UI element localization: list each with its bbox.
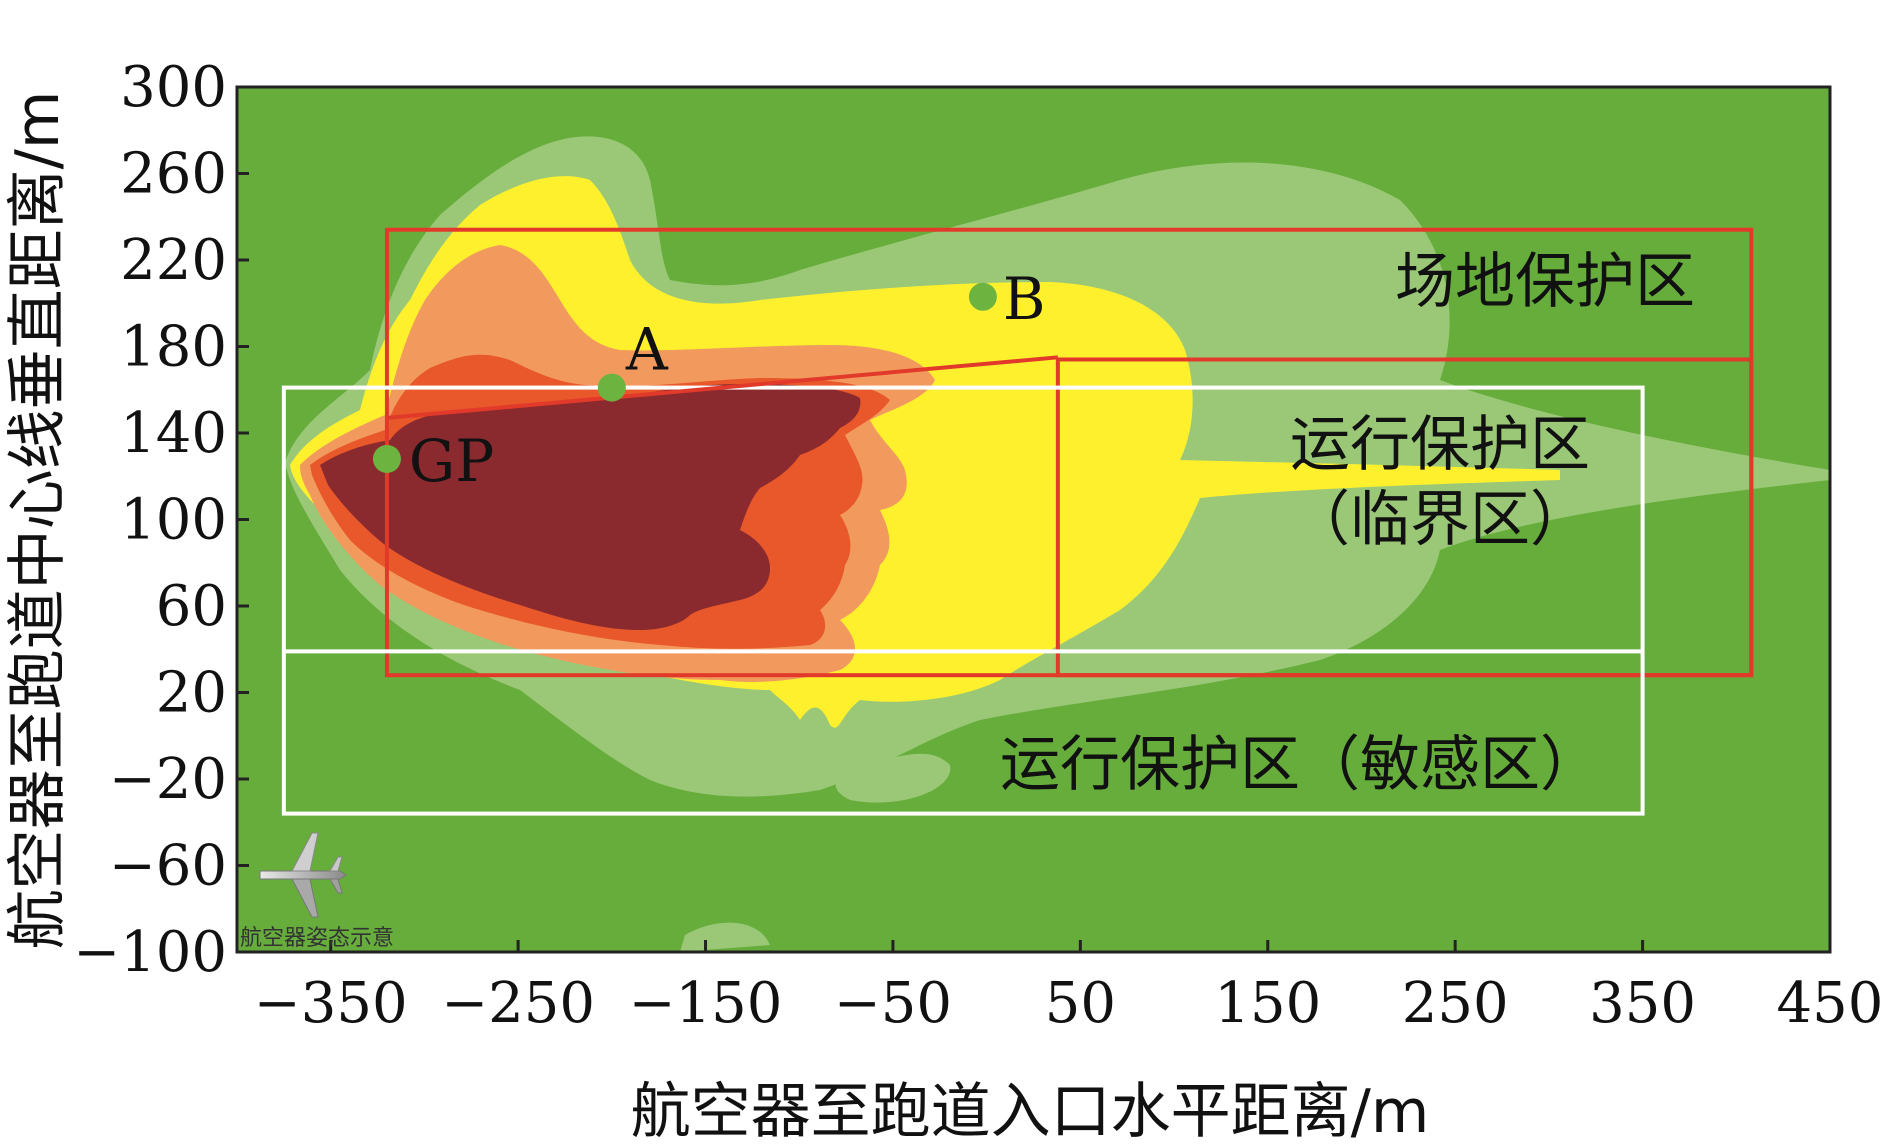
region-box-1 (1055, 357, 1754, 678)
x-tick-label: −150 (629, 971, 783, 1036)
x-tick-label: 150 (1214, 971, 1321, 1036)
point-label-b: B (1003, 265, 1046, 333)
y-tick-label: 140 (120, 401, 227, 466)
point-b (968, 282, 997, 311)
x-tick-label: 450 (1777, 971, 1884, 1036)
point-gp (372, 444, 401, 473)
region-label-site-protection: 场地保护区 (1395, 247, 1695, 317)
y-axis: 300 260 220 180 140 100 60 20 −20 −60 −100 (73, 55, 249, 985)
heatmap (237, 87, 1830, 952)
y-tick-label: 300 (120, 55, 227, 120)
region-label-operation-sensitive: 运行保护区（敏感区） (1000, 730, 1600, 800)
point-label-gp: GP (409, 427, 494, 495)
y-tick-label: 260 (120, 142, 227, 207)
x-tick-label: −50 (834, 971, 952, 1036)
x-axis: −350 −250 −150 −50 50 150 250 350 450 (254, 940, 1884, 1036)
x-tick-label: −250 (441, 971, 595, 1036)
y-tick-label: −60 (109, 834, 227, 899)
y-tick-label: −20 (109, 747, 227, 812)
y-tick-label: 20 (156, 661, 227, 726)
x-tick-label: 50 (1045, 971, 1116, 1036)
contour-level5 (320, 384, 861, 630)
y-tick-label: −100 (73, 920, 227, 985)
aircraft-icon (259, 832, 347, 918)
y-tick-label: 60 (156, 574, 227, 639)
y-axis-title: 航空器至跑道中心线垂直距离/m (3, 91, 73, 950)
x-tick-label: 350 (1589, 971, 1696, 1036)
region-sublabel-critical: （临界区） (1290, 485, 1590, 555)
contour-level1-patch-b (680, 922, 770, 952)
region-box-2 (281, 385, 1645, 816)
point-label-a: A (625, 316, 669, 384)
x-tick-label: −350 (254, 971, 408, 1036)
contour-level1-patch-a (835, 753, 951, 803)
critical-boundary-line (386, 355, 1059, 420)
point-a (597, 373, 626, 402)
y-tick-label: 100 (120, 488, 227, 553)
y-tick-label: 220 (120, 228, 227, 293)
y-tick-label: 180 (120, 315, 227, 380)
aircraft-caption: 航空器姿态示意 (240, 926, 394, 951)
x-tick-label: 250 (1402, 971, 1509, 1036)
x-axis-title: 航空器至跑道入口水平距离/m (631, 1077, 1430, 1146)
region-label-operation-critical: 运行保护区 (1290, 410, 1590, 480)
data-points (372, 282, 997, 473)
